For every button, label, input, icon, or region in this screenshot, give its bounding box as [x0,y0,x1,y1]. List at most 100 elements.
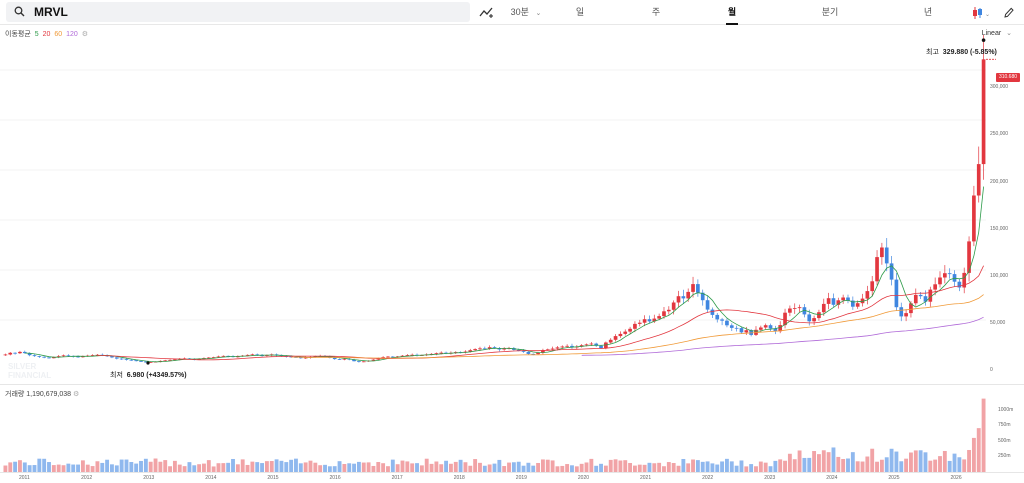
moving-average-legend: 이동평균 5 20 60 120 ⚙ [5,29,88,39]
candle-body [168,360,172,361]
volume-bar [47,462,51,472]
candle-body [328,356,332,358]
candle-body [981,59,986,165]
volume-bar [763,462,768,472]
candle-body [444,352,448,354]
volume-bar [390,459,395,472]
volume-bar [821,450,826,472]
symbol-search-input[interactable]: MRVL [6,2,470,22]
volume-bar [497,459,502,472]
candle-body [841,297,845,301]
candle-body [8,352,13,355]
volume-bar [899,461,904,472]
candle-body [642,319,647,323]
candle-body [967,241,971,273]
candle-body [148,362,153,363]
candle-body [134,360,139,362]
volume-bar [434,461,439,472]
chart-type-select[interactable]: ⌄ [969,0,995,25]
candle-body [76,356,80,358]
year-label: 2016 [329,475,341,481]
scale-label: Linear [981,30,1002,37]
candle-body [904,313,908,317]
candle-body [482,348,487,350]
volume-bar [61,465,66,472]
volume-bar [831,447,836,472]
tab-month[interactable]: 월 [722,0,742,25]
candle-body [768,325,773,329]
candle-body [778,325,783,332]
volume-bar [356,461,361,472]
volume-bar [143,458,148,472]
candle-body [550,348,555,350]
volume-bar [342,464,347,472]
candle-body [361,361,366,363]
volume-bar [308,460,313,472]
candle-body [763,325,768,328]
year-label: 2013 [143,475,155,481]
volume-bar [947,460,952,472]
candle-body [913,294,918,304]
candle-body [119,358,124,360]
indicator-add-icon[interactable] [478,0,496,25]
year-label: 2025 [888,475,900,481]
volume-bar [657,462,662,472]
volume-bar [720,461,725,472]
pane-divider[interactable] [0,384,1024,385]
candle-body [933,284,937,290]
candle-body [758,327,763,330]
volume-bar [473,459,478,472]
candle-body [807,314,812,322]
volume-bar [318,465,323,472]
candle-body [608,339,613,343]
volume-bar [66,463,71,472]
volume-bar [686,463,691,472]
candle-body [173,359,177,361]
volume-bar [303,462,308,472]
settings-icon[interactable]: ⚙ [81,31,88,38]
ma-120: 120 [66,31,78,38]
candle-body [32,355,37,357]
volume-legend: 거래량 1,190,679,038 ⚙ [5,391,80,398]
candle-body [313,356,318,357]
tab-year[interactable]: 년 [923,7,933,17]
volume-bar [802,457,807,472]
year-label: 2023 [764,475,776,481]
scale-select[interactable]: Linear ⌄ [982,29,1012,37]
low-annotation: 최저 6.980 (+4349.57%) [110,372,187,379]
candle-body [526,351,531,354]
candle-body [623,331,628,334]
tab-quarter[interactable]: 분기 [821,7,839,17]
tab-day[interactable]: 일 [575,7,585,17]
candle-body [918,294,923,297]
timeframe-select[interactable]: 30분 ⌄ [506,0,546,25]
volume-bar [879,459,884,472]
tab-week[interactable]: 주 [651,7,661,17]
candle-body [332,357,337,360]
volume-bar [787,453,792,472]
candle-body [434,353,439,354]
volume-bar [942,450,947,472]
volume-bar [448,463,453,472]
volume-bar [971,437,976,472]
year-label: 2011 [19,475,30,481]
volume-bar [608,459,613,472]
volume-bar [148,461,153,472]
candle-body [894,279,899,308]
candle-body [3,354,8,356]
candle-body [453,352,458,353]
volume-bar [928,460,933,472]
volume-bar [56,464,61,472]
volume-bar [632,465,637,472]
volume-bar [197,464,202,472]
candle-body [66,355,71,357]
volume-bar [758,461,763,472]
volume-bar [700,461,705,472]
pencil-icon[interactable] [1000,0,1018,25]
volume-bar [909,452,913,472]
volume-bar [889,448,894,472]
volume-bar [269,461,274,472]
volume-bar [884,457,889,472]
candle-body [463,351,468,353]
